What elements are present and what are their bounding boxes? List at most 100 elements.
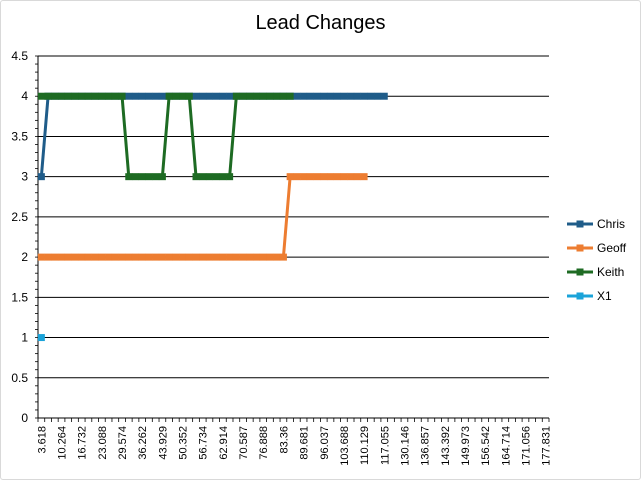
data-point-geoff-18 [158, 253, 166, 261]
data-point-keith-33 [259, 92, 267, 100]
data-point-keith-26 [212, 173, 220, 181]
data-point-geoff-46 [347, 173, 355, 181]
y-tick-label-4: 2 [21, 250, 28, 264]
data-point-chris-45 [340, 92, 348, 100]
data-point-geoff-20 [172, 253, 180, 261]
data-point-geoff-10 [105, 253, 113, 261]
data-point-geoff-47 [353, 173, 361, 181]
data-point-geoff-42 [320, 173, 328, 181]
data-point-keith-13 [125, 173, 133, 181]
legend-marker-chris [576, 220, 584, 228]
data-point-chris-38 [293, 92, 301, 100]
data-point-keith-24 [199, 173, 207, 181]
data-point-geoff-28 [226, 253, 234, 261]
data-point-chris-28 [226, 92, 234, 100]
data-point-keith-25 [205, 173, 213, 181]
legend-marker-x1 [576, 292, 584, 300]
x-tick-label-11: 76.888 [258, 426, 270, 460]
data-point-keith-4 [64, 92, 72, 100]
y-tick-label-0: 0 [21, 411, 28, 425]
data-point-x1-0 [37, 334, 45, 342]
data-point-geoff-8 [91, 253, 99, 261]
data-point-keith-1 [44, 92, 52, 100]
legend-marker-geoff [576, 244, 584, 252]
data-point-geoff-35 [273, 253, 281, 261]
data-point-geoff-7 [84, 253, 92, 261]
data-point-chris-23 [192, 92, 200, 100]
data-point-geoff-17 [152, 253, 160, 261]
data-point-geoff-39 [300, 173, 308, 181]
x-tick-label-22: 156.542 [480, 426, 492, 466]
x-tick-label-9: 62.914 [218, 426, 230, 460]
data-point-chris-44 [333, 92, 341, 100]
data-point-geoff-4 [64, 253, 72, 261]
data-point-keith-9 [98, 92, 106, 100]
data-point-geoff-2 [51, 253, 59, 261]
data-point-keith-18 [158, 173, 166, 181]
data-point-keith-36 [279, 92, 287, 100]
data-point-keith-15 [138, 173, 146, 181]
data-point-keith-2 [51, 92, 59, 100]
data-point-geoff-13 [125, 253, 133, 261]
x-tick-label-4: 29.574 [117, 426, 129, 460]
legend-label-chris: Chris [597, 217, 625, 231]
data-point-geoff-5 [71, 253, 79, 261]
data-point-keith-34 [266, 92, 274, 100]
x-tick-label-15: 103.688 [339, 426, 351, 466]
data-point-geoff-21 [179, 253, 187, 261]
data-point-geoff-37 [286, 173, 294, 181]
data-point-chris-18 [158, 92, 166, 100]
data-point-geoff-48 [360, 173, 368, 181]
data-point-geoff-45 [340, 173, 348, 181]
x-tick-label-17: 117.055 [379, 426, 391, 465]
data-point-keith-31 [246, 92, 254, 100]
data-point-geoff-33 [259, 253, 267, 261]
y-tick-label-1: 0.5 [11, 371, 28, 385]
legend-label-x1: X1 [597, 289, 612, 303]
data-point-geoff-23 [192, 253, 200, 261]
data-point-geoff-29 [232, 253, 240, 261]
x-tick-label-23: 164.714 [500, 426, 512, 466]
legend-label-keith: Keith [597, 265, 624, 279]
data-point-keith-30 [239, 92, 247, 100]
y-tick-label-8: 4 [21, 89, 28, 103]
data-point-geoff-32 [253, 253, 261, 261]
data-point-keith-0 [37, 92, 45, 100]
data-point-keith-28 [226, 173, 234, 181]
data-point-geoff-12 [118, 253, 126, 261]
data-point-chris-41 [313, 92, 321, 100]
data-point-chris-27 [219, 92, 227, 100]
data-point-geoff-19 [165, 253, 173, 261]
data-point-chris-42 [320, 92, 328, 100]
data-point-keith-10 [105, 92, 113, 100]
x-tick-label-10: 70.587 [238, 426, 250, 460]
data-point-geoff-16 [145, 253, 153, 261]
data-point-geoff-31 [246, 253, 254, 261]
data-point-geoff-25 [205, 253, 213, 261]
data-point-geoff-22 [185, 253, 193, 261]
x-tick-label-0: 3.618 [36, 426, 48, 454]
data-point-geoff-40 [306, 173, 314, 181]
y-tick-label-3: 1.5 [11, 290, 28, 304]
data-point-geoff-11 [111, 253, 119, 261]
data-point-geoff-30 [239, 253, 247, 261]
x-tick-label-18: 130.146 [399, 426, 411, 466]
x-tick-label-5: 36.262 [137, 426, 149, 460]
data-point-keith-3 [58, 92, 66, 100]
data-point-chris-49 [367, 92, 375, 100]
x-tick-label-2: 16.732 [77, 426, 89, 460]
data-point-keith-29 [232, 92, 240, 100]
data-point-geoff-27 [219, 253, 227, 261]
x-tick-label-12: 83.36 [278, 426, 290, 454]
data-point-keith-27 [219, 173, 227, 181]
data-point-chris-51 [380, 92, 388, 100]
data-point-geoff-14 [131, 253, 139, 261]
data-point-chris-47 [353, 92, 361, 100]
x-tick-label-14: 96.037 [319, 426, 331, 460]
x-tick-label-19: 136.857 [420, 426, 432, 466]
data-point-keith-32 [253, 92, 261, 100]
data-point-chris-13 [125, 92, 133, 100]
data-point-keith-11 [111, 92, 119, 100]
data-point-keith-23 [192, 173, 200, 181]
